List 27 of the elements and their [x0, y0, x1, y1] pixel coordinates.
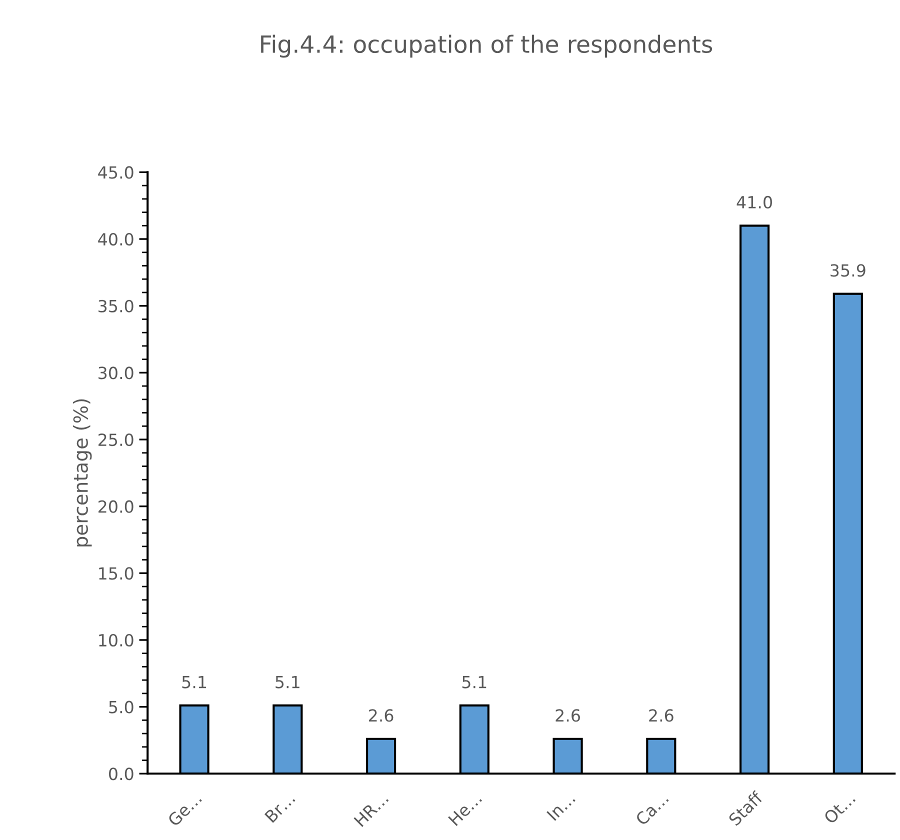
- chart-title: Fig.4.4: occupation of the respondents: [261, 34, 712, 58]
- y-tick-label: 10.0: [99, 634, 134, 647]
- data-label: 35.9: [830, 264, 866, 277]
- data-label: 5.1: [462, 676, 486, 688]
- y-tick-label: 30.0: [98, 366, 134, 380]
- x-tick-label: He…: [448, 792, 482, 826]
- y-tick-label: 5.0: [109, 700, 134, 714]
- y-tick-label: 45.0: [98, 166, 134, 179]
- y-tick-label: 25.0: [98, 433, 134, 446]
- x-tick-label: Ge…: [166, 792, 202, 827]
- y-tick-label: 40.0: [98, 232, 134, 246]
- y-axis-title: percentage (%): [72, 399, 92, 546]
- x-tick-label: In…: [546, 792, 576, 821]
- y-tick-label: 15.0: [99, 567, 134, 580]
- data-label: 41.0: [736, 196, 772, 209]
- x-tick-label: Br…: [264, 792, 296, 823]
- y-tick-label: 0.0: [109, 768, 134, 780]
- y-tick-label: 35.0: [98, 300, 134, 312]
- data-label: 2.6: [369, 709, 394, 722]
- data-label: 5.1: [182, 676, 206, 688]
- data-label: 2.6: [556, 709, 580, 722]
- x-tick-label: HR…: [354, 792, 389, 827]
- x-tick-label: Ca…: [634, 792, 669, 826]
- data-label: 2.6: [649, 709, 674, 722]
- x-tick-label: Ot…: [823, 792, 856, 824]
- y-tick-label: 20.0: [98, 500, 134, 513]
- data-label: 5.1: [276, 676, 300, 688]
